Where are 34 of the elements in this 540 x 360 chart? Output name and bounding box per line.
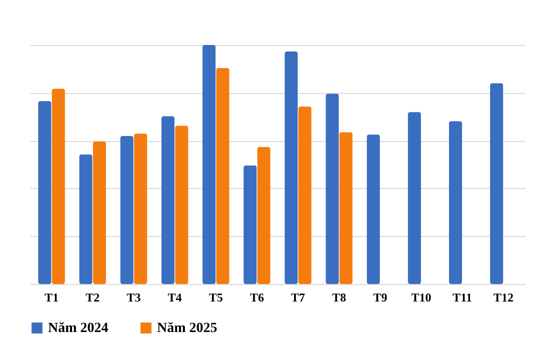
bar — [216, 68, 230, 284]
bar — [52, 88, 65, 284]
bar — [38, 101, 52, 284]
bar — [449, 121, 462, 284]
bar — [202, 45, 216, 284]
x-tick-label: T11 — [452, 290, 472, 304]
x-tick-label: T3 — [126, 290, 141, 304]
bar — [175, 126, 188, 284]
bar — [120, 136, 134, 284]
legend-label: Năm 2025 — [157, 321, 218, 336]
bar — [79, 154, 92, 284]
bar — [92, 142, 106, 284]
bar — [257, 147, 270, 284]
bar — [326, 94, 339, 284]
bar — [408, 112, 421, 284]
bar — [490, 83, 504, 284]
x-tick-label: T10 — [411, 290, 432, 304]
x-tick-label: T6 — [250, 290, 264, 304]
x-tick-label: T7 — [291, 290, 306, 304]
x-tick-label: T1 — [44, 290, 59, 304]
bar — [298, 106, 312, 284]
x-tick-label: T12 — [493, 290, 514, 304]
bar — [339, 132, 352, 284]
bar — [161, 116, 174, 284]
bar — [244, 165, 257, 284]
bar — [284, 51, 298, 284]
x-tick-label: T8 — [332, 290, 346, 304]
x-tick-label: T5 — [208, 290, 223, 304]
x-tick-label: T4 — [168, 290, 182, 304]
legend-label: Năm 2024 — [48, 321, 108, 336]
bar — [134, 134, 148, 284]
bar — [366, 134, 380, 284]
x-tick-label: T2 — [86, 290, 100, 304]
x-tick-label: T9 — [373, 290, 388, 304]
